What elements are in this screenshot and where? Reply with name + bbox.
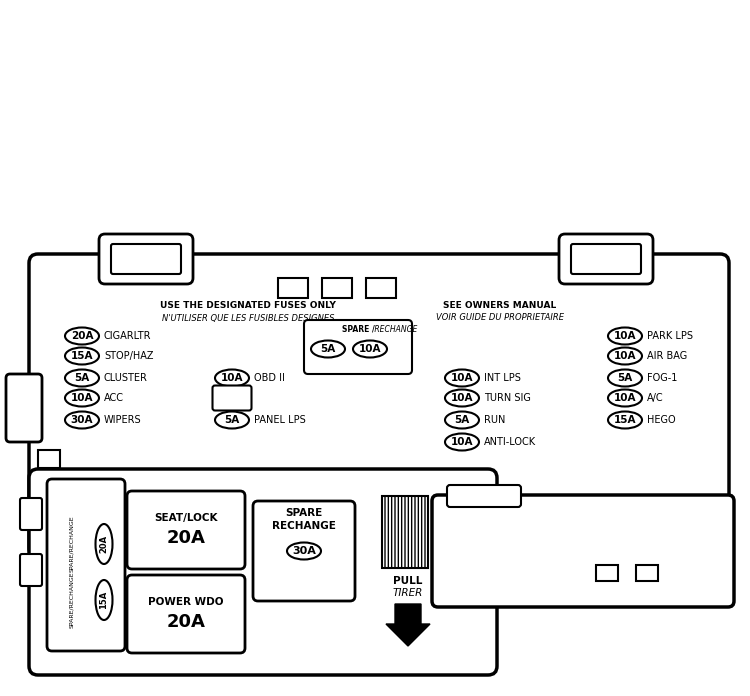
Ellipse shape: [311, 340, 345, 358]
FancyBboxPatch shape: [127, 491, 245, 569]
Text: 10A: 10A: [220, 373, 243, 383]
Text: 5A: 5A: [74, 373, 90, 383]
FancyBboxPatch shape: [127, 575, 245, 653]
FancyBboxPatch shape: [29, 254, 729, 557]
Ellipse shape: [65, 390, 99, 406]
Ellipse shape: [215, 411, 249, 429]
Text: SEE OWNERS MANUAL: SEE OWNERS MANUAL: [443, 301, 556, 310]
Text: PANEL LPS: PANEL LPS: [254, 415, 306, 425]
FancyBboxPatch shape: [99, 234, 193, 284]
Ellipse shape: [608, 347, 642, 365]
Text: STOP/HAZ: STOP/HAZ: [104, 351, 154, 361]
Ellipse shape: [65, 347, 99, 365]
Text: PARK LPS: PARK LPS: [647, 331, 693, 341]
Text: 10A: 10A: [451, 373, 473, 383]
Text: POWER WDO: POWER WDO: [148, 597, 224, 607]
Text: ACC: ACC: [104, 393, 124, 403]
Text: 20A: 20A: [166, 613, 206, 631]
Text: 15A: 15A: [614, 415, 636, 425]
Text: SPARE/RECHANGE: SPARE/RECHANGE: [70, 571, 74, 628]
Text: SEAT/LOCK: SEAT/LOCK: [154, 513, 218, 523]
Text: 5A: 5A: [320, 344, 336, 354]
Text: FOG-1: FOG-1: [647, 373, 677, 383]
Text: CLUSTER: CLUSTER: [104, 373, 148, 383]
Text: INT LPS: INT LPS: [484, 373, 520, 383]
FancyBboxPatch shape: [304, 320, 412, 374]
FancyBboxPatch shape: [253, 501, 355, 601]
FancyBboxPatch shape: [559, 234, 653, 284]
Ellipse shape: [65, 411, 99, 429]
Text: 5A: 5A: [617, 373, 632, 383]
Bar: [636, 565, 658, 581]
Ellipse shape: [287, 542, 321, 560]
Text: SPARE/RECHANGE: SPARE/RECHANGE: [70, 516, 74, 572]
Text: 10A: 10A: [614, 351, 636, 361]
FancyBboxPatch shape: [447, 485, 521, 507]
Text: 30A: 30A: [70, 415, 93, 425]
Ellipse shape: [65, 370, 99, 386]
Text: RECHANGE: RECHANGE: [272, 521, 336, 531]
Text: ANTI-LOCK: ANTI-LOCK: [484, 437, 536, 447]
Ellipse shape: [608, 370, 642, 386]
Text: USE THE DESIGNATED FUSES ONLY: USE THE DESIGNATED FUSES ONLY: [160, 301, 336, 310]
Text: SPARE: SPARE: [285, 508, 322, 518]
FancyBboxPatch shape: [571, 244, 641, 274]
Bar: [38, 450, 60, 468]
Ellipse shape: [608, 411, 642, 429]
Text: 10A: 10A: [614, 331, 636, 341]
FancyArrow shape: [386, 604, 430, 646]
Ellipse shape: [445, 390, 479, 406]
FancyBboxPatch shape: [111, 244, 181, 274]
Text: 30A: 30A: [292, 546, 316, 556]
FancyBboxPatch shape: [47, 479, 125, 651]
FancyBboxPatch shape: [432, 495, 734, 607]
Text: N'UTILISER QUE LES FUSIBLES DESIGNES: N'UTILISER QUE LES FUSIBLES DESIGNES: [162, 313, 334, 322]
Text: CIGARLTR: CIGARLTR: [104, 331, 152, 341]
Ellipse shape: [445, 411, 479, 429]
Text: AIR BAG: AIR BAG: [647, 351, 687, 361]
Ellipse shape: [95, 580, 112, 620]
Ellipse shape: [215, 370, 249, 386]
Text: HEGO: HEGO: [647, 415, 676, 425]
FancyBboxPatch shape: [212, 386, 251, 411]
FancyBboxPatch shape: [20, 498, 42, 530]
Text: PULL: PULL: [393, 576, 423, 586]
Bar: [382, 496, 428, 568]
Text: TIRER: TIRER: [393, 588, 423, 598]
Text: SPARE /: SPARE /: [341, 324, 374, 333]
Bar: [366, 278, 396, 298]
Ellipse shape: [95, 524, 112, 564]
Text: 15A: 15A: [70, 351, 93, 361]
Text: 20A: 20A: [166, 529, 206, 547]
Text: 15A: 15A: [100, 591, 109, 609]
Bar: [596, 565, 618, 581]
Text: RECHANGE: RECHANGE: [372, 324, 417, 333]
Text: 20A: 20A: [100, 535, 109, 553]
FancyBboxPatch shape: [6, 374, 42, 442]
Bar: [322, 278, 352, 298]
Text: 10A: 10A: [451, 393, 473, 403]
Text: 20A: 20A: [70, 331, 93, 341]
Text: 5A: 5A: [454, 415, 470, 425]
FancyBboxPatch shape: [20, 554, 42, 586]
Ellipse shape: [65, 328, 99, 345]
Text: 10A: 10A: [451, 437, 473, 447]
Bar: [278, 278, 308, 298]
Text: OBD II: OBD II: [254, 373, 285, 383]
Text: 10A: 10A: [70, 393, 93, 403]
Text: A/C: A/C: [647, 393, 664, 403]
Text: WIPERS: WIPERS: [104, 415, 142, 425]
Text: TURN SIG: TURN SIG: [484, 393, 531, 403]
Ellipse shape: [353, 340, 387, 358]
Text: RUN: RUN: [484, 415, 506, 425]
Text: 10A: 10A: [358, 344, 381, 354]
Ellipse shape: [608, 390, 642, 406]
Ellipse shape: [608, 328, 642, 345]
Text: 5A: 5A: [224, 415, 240, 425]
Ellipse shape: [445, 434, 479, 450]
FancyBboxPatch shape: [29, 469, 497, 675]
Text: 10A: 10A: [614, 393, 636, 403]
Ellipse shape: [445, 370, 479, 386]
Text: VOIR GUIDE DU PROPRIETAIRE: VOIR GUIDE DU PROPRIETAIRE: [436, 313, 564, 322]
